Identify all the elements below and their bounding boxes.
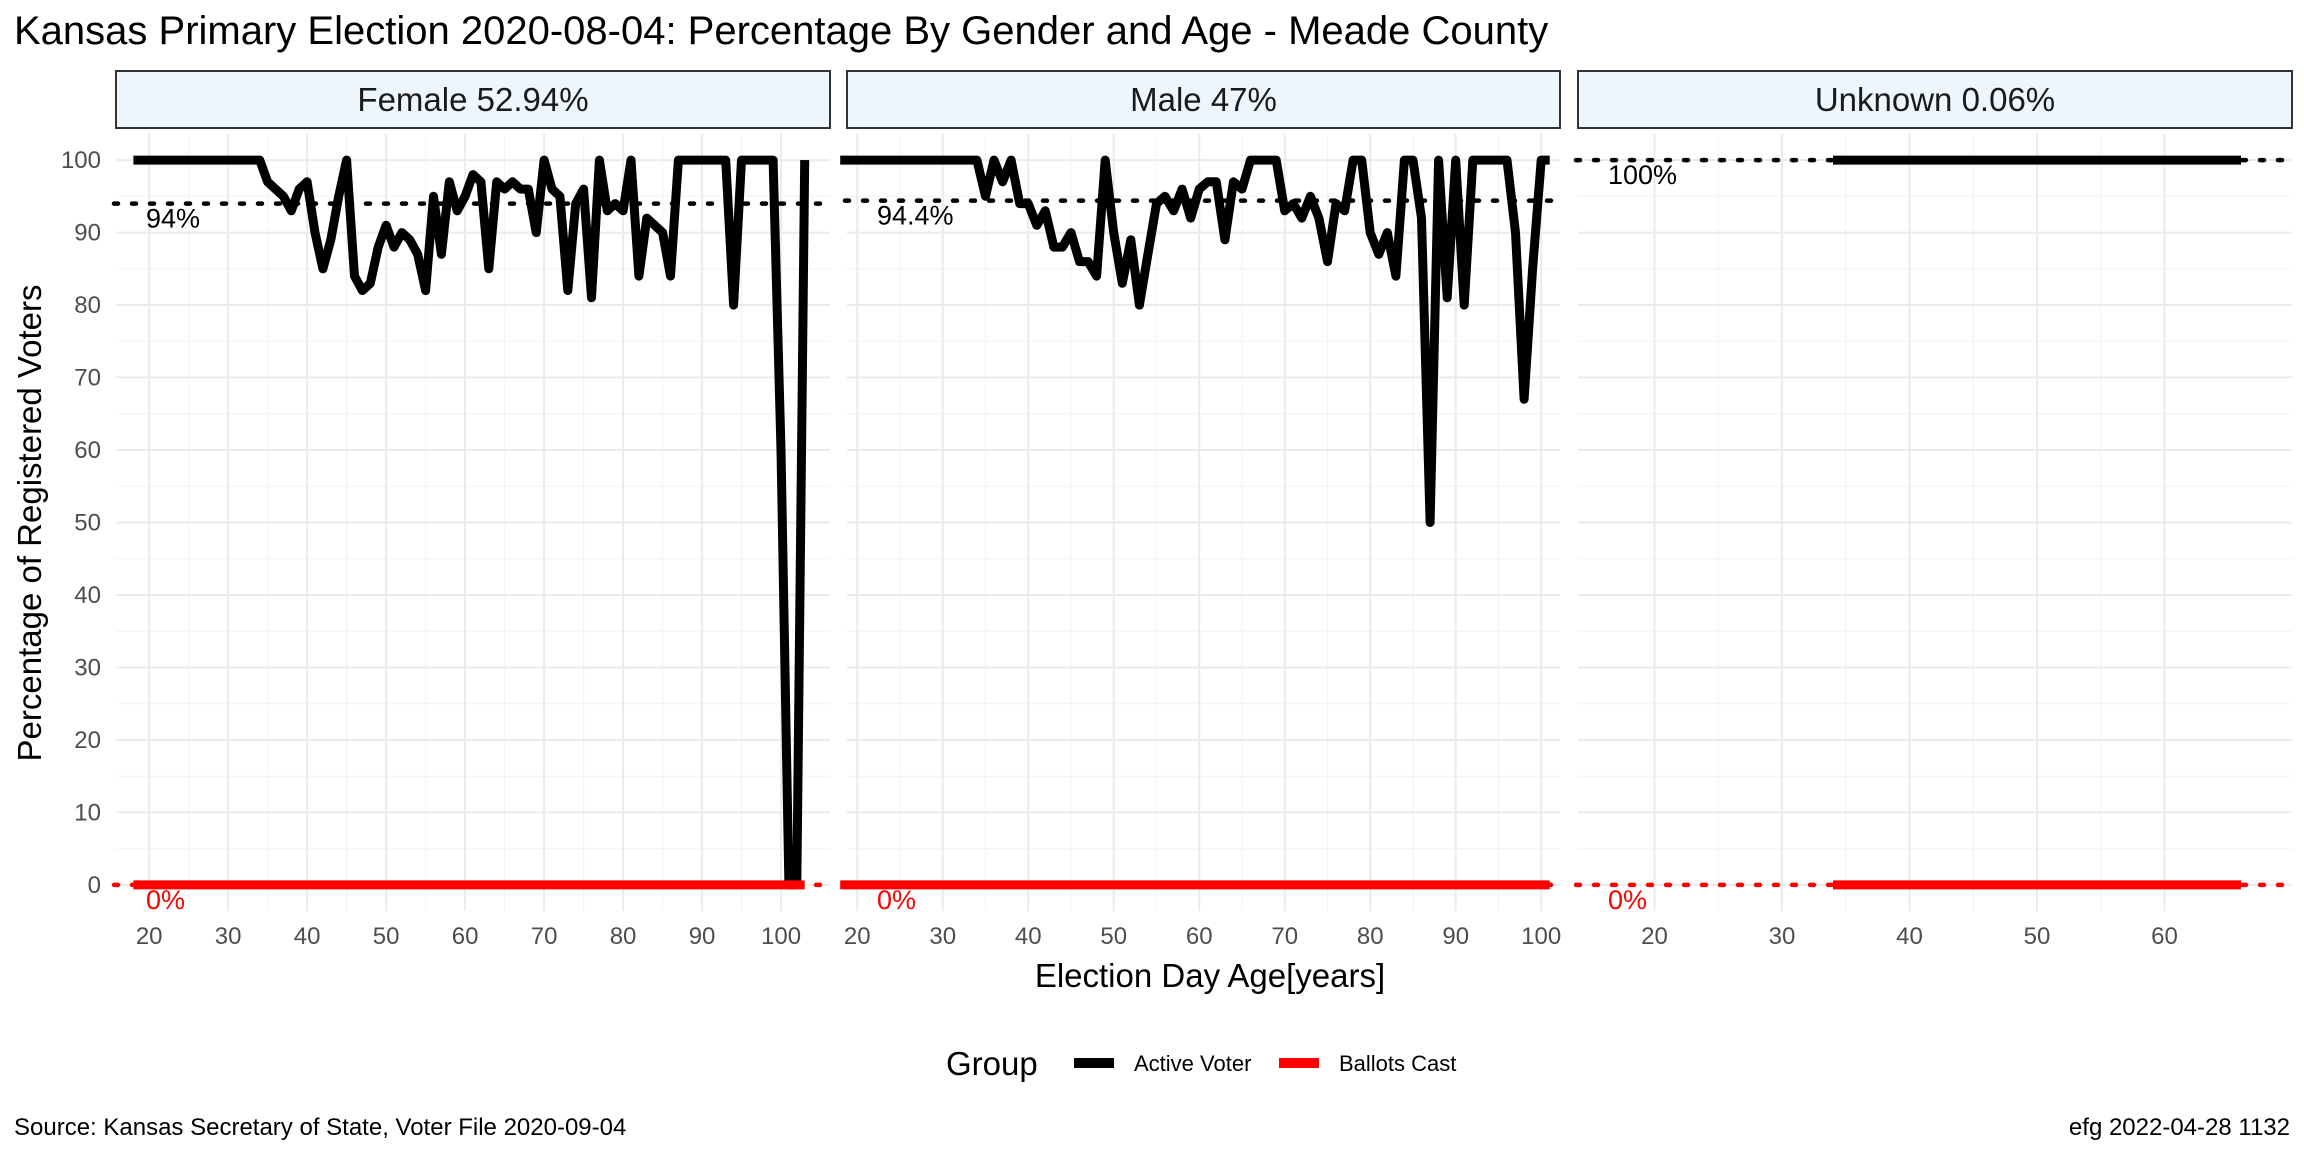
x-tick-label: 50 [373,923,400,950]
x-tick-label: 20 [844,923,871,950]
facet-panel-3: Unknown 0.06% 20 30 40 50 60 100% 0% [1573,70,2297,950]
x-tick-label: 40 [1896,923,1923,950]
reference-line-label: 100% [1608,160,1677,190]
facet-strip-label: Male 47% [1130,81,1277,118]
facet-strip-label: Unknown 0.06% [1815,81,2055,118]
x-tick-label: 90 [1442,923,1469,950]
x-tick-label: 50 [1100,923,1127,950]
x-tick-label: 70 [1271,923,1298,950]
facet-strip [1577,70,2293,129]
x-tick-label: 50 [2024,923,2051,950]
y-tick-label: 80 [74,292,101,319]
x-tick-label: 60 [452,923,479,950]
y-tick-label: 10 [74,799,101,826]
chart-title: Kansas Primary Election 2020-08-04: Perc… [14,9,1548,53]
x-tick-label: 40 [1015,923,1042,950]
y-tick-label: 40 [74,582,101,609]
y-tick-label: 60 [74,437,101,464]
legend-label-active-voter: Active Voter [1134,1051,1251,1076]
reference-line-label: 94% [146,204,200,234]
series-line-active-voter [133,155,810,890]
x-tick-label: 20 [136,923,163,950]
series-line-active-voter [840,155,1550,527]
x-tick-label: 60 [2151,923,2178,950]
facet-panel-2: Male 47% 20 30 40 50 60 70 80 90 100 94.4% 0% [840,70,1565,950]
y-tick-label: 20 [74,727,101,754]
facet-strip [115,70,831,129]
facet-panels: Female 52.94% 0 10 20 30 40 50 60 70 80 90 100 20 30 4… [61,70,2297,950]
y-tick-label: 70 [74,365,101,392]
legend-title: Group [946,1045,1038,1082]
x-tick-label: 60 [1186,923,1213,950]
x-tick-label: 70 [531,923,558,950]
x-tick-label: 20 [1641,923,1668,950]
x-tick-label: 40 [294,923,321,950]
reference-line-label: 0% [877,885,916,915]
facet-strip-label: Female 52.94% [357,81,588,118]
x-axis-title: Election Day Age[years] [1035,957,1385,994]
facet-panel-1: Female 52.94% 0 10 20 30 40 50 60 70 80 90 100 20 30 4… [61,70,835,950]
x-tick-label: 100 [761,923,801,950]
source-caption: Source: Kansas Secretary of State, Voter… [14,1114,626,1141]
facet-strip [846,70,1561,129]
x-tick-label: 30 [929,923,956,950]
x-tick-label: 100 [1521,923,1561,950]
timestamp-caption: efg 2022-04-28 1132 [2069,1114,2290,1141]
x-tick-label: 30 [1769,923,1796,950]
x-tick-label: 30 [215,923,242,950]
y-tick-label: 100 [61,147,101,174]
y-tick-label: 0 [88,872,101,899]
reference-line-label: 94.4% [877,201,954,231]
reference-line-label: 0% [146,885,185,915]
reference-line-label: 0% [1608,885,1647,915]
x-tick-label: 90 [689,923,716,950]
y-tick-label: 90 [74,220,101,247]
y-tick-label: 50 [74,510,101,537]
legend-label-ballots-cast: Ballots Cast [1339,1051,1456,1076]
x-tick-label: 80 [1357,923,1384,950]
legend: Group Active Voter Ballots Cast [946,1045,1456,1082]
x-tick-label: 80 [610,923,637,950]
y-axis-title: Percentage of Registered Voters [11,285,48,762]
y-tick-label: 30 [74,654,101,681]
